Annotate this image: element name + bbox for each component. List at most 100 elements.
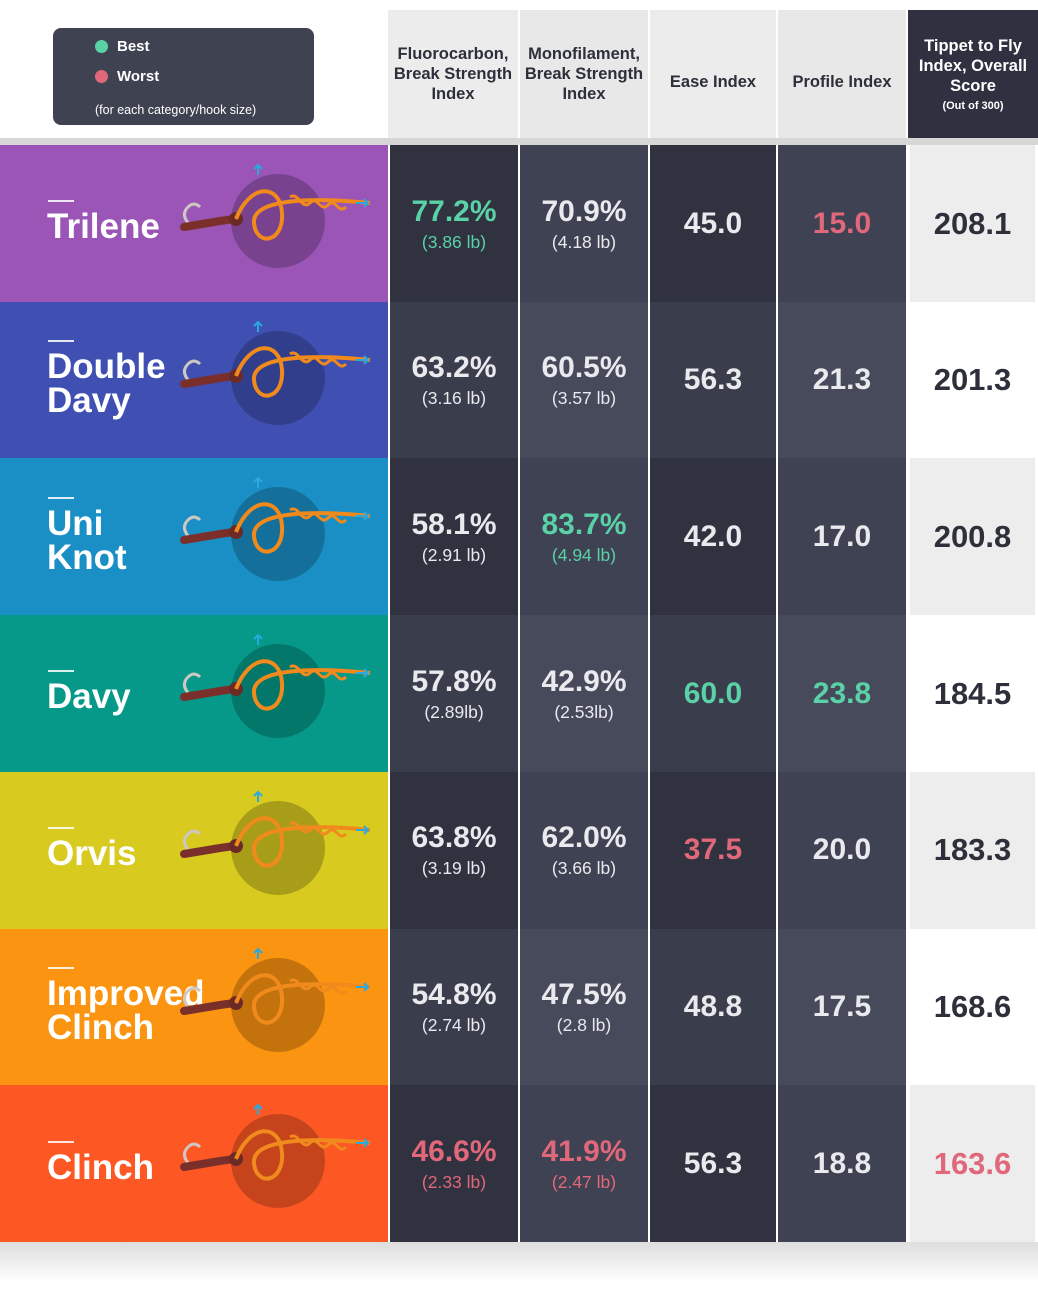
hook-icon	[183, 1142, 202, 1167]
mono-pounds: (2.47 lb)	[551, 1171, 617, 1192]
tippet-line	[234, 502, 371, 554]
arrow-up-icon	[253, 947, 263, 959]
fluoro-value: 54.8%	[411, 978, 497, 1011]
legend-worst-label: Worst	[117, 68, 160, 85]
arrow-up-icon	[253, 790, 263, 802]
fluoro-pounds: (2.74 lb)	[421, 1015, 487, 1035]
hook-icon	[183, 672, 202, 697]
knot-name: Improved Clinch	[47, 973, 205, 1047]
score-value: 200.8	[933, 518, 1012, 554]
profile-value: 17.5	[812, 990, 872, 1023]
fly-body	[180, 685, 238, 702]
header-mono: Monofilament, Break Strength Index	[520, 10, 648, 138]
legend-note: (for each category/hook size)	[95, 103, 257, 117]
fluoro-pounds: (2.33 lb)	[421, 1171, 487, 1192]
knot-name-cell: Trilene	[0, 145, 388, 302]
name-dash	[48, 496, 74, 499]
profile-cell: 17.5	[778, 928, 906, 1086]
legend-best: Best	[95, 38, 150, 55]
header-profile: Profile Index	[778, 10, 906, 138]
fluoro-value: 46.6%	[411, 1134, 497, 1168]
header-score-label: Tippet to Fly Index, Overall Score	[918, 36, 1028, 95]
ease-value: 56.3	[683, 363, 743, 397]
profile-value: 20.0	[812, 833, 872, 867]
knot-backdrop	[231, 174, 325, 268]
tippet-line	[234, 189, 371, 241]
fly-body	[180, 998, 238, 1015]
arrow-right-icon	[356, 354, 370, 365]
table-row: Trilene 77.2% (3.86 lb) 70.9% (4.18 lb) 45.0 1…	[0, 145, 1038, 302]
knot-name: Trilene	[47, 207, 160, 247]
arrow-up-icon	[253, 476, 263, 489]
tippet-line	[234, 1129, 371, 1181]
score-cell: 201.3	[910, 301, 1035, 459]
knot-table: Trilene 77.2% (3.86 lb) 70.9% (4.18 lb) 45.0 1…	[0, 145, 1038, 1243]
hook-icon	[183, 515, 202, 540]
ease-value: 45.0	[683, 206, 743, 240]
knot-name-cell: Improved Clinch	[0, 928, 388, 1086]
mono-cell: 41.9% (2.47 lb)	[520, 1085, 648, 1243]
hook-icon	[183, 829, 202, 853]
tippet-line	[234, 345, 371, 398]
ease-cell: 45.0	[650, 145, 776, 302]
knot-name: Orvis	[47, 834, 137, 874]
header-score: Tippet to Fly Index, Overall Score (Out …	[908, 10, 1038, 138]
profile-cell: 21.3	[778, 301, 906, 459]
knot-backdrop	[231, 800, 325, 895]
mono-value: 70.9%	[541, 194, 627, 228]
arrow-right-icon	[356, 1138, 370, 1148]
header-score-sub: (Out of 300)	[942, 99, 1004, 112]
arrow-right-icon	[356, 511, 370, 522]
mono-value: 42.9%	[541, 664, 627, 698]
mono-value: 47.5%	[541, 978, 627, 1011]
arrow-right-icon	[356, 825, 370, 835]
fluoro-cell: 57.8% (2.89lb)	[390, 615, 518, 773]
fluoro-value: 63.8%	[411, 821, 497, 855]
arrow-up-icon	[253, 1103, 263, 1116]
fluoro-pounds: (3.16 lb)	[421, 388, 487, 409]
best-dot-icon	[95, 40, 108, 53]
knot-name-cell: Double Davy	[0, 301, 388, 459]
score-value: 184.5	[933, 675, 1012, 711]
knot-wraps	[289, 351, 348, 368]
table-row: Davy 57.8% (2.89lb) 42.9% (2.53lb) 60.0 23.8 18…	[0, 615, 1038, 773]
legend-box: Best Worst (for each category/hook size)	[53, 28, 314, 125]
fluoro-cell: 46.6% (2.33 lb)	[390, 1085, 518, 1243]
ease-value: 48.8	[683, 990, 743, 1023]
knot-backdrop	[231, 487, 325, 582]
profile-value: 18.8	[812, 1146, 872, 1180]
header-ease: Ease Index	[650, 10, 776, 138]
ease-value: 42.0	[683, 519, 743, 553]
mono-cell: 70.9% (4.18 lb)	[520, 145, 648, 302]
fluoro-cell: 54.8% (2.74 lb)	[390, 928, 518, 1086]
knot-wraps	[289, 821, 348, 838]
knot-name: Double Davy	[47, 347, 166, 421]
knot-name: Clinch	[47, 1147, 154, 1187]
hook-icon	[183, 359, 202, 383]
mono-cell: 60.5% (3.57 lb)	[520, 301, 648, 459]
score-value: 208.1	[933, 205, 1012, 241]
ease-cell: 42.0	[650, 458, 776, 616]
arrow-right-icon	[356, 981, 370, 992]
fluoro-cell: 58.1% (2.91 lb)	[390, 458, 518, 616]
knot-name: Uni Knot	[47, 503, 127, 577]
table-shadow	[0, 1242, 1038, 1282]
hook-icon	[183, 986, 202, 1010]
profile-value: 23.8	[812, 676, 872, 710]
name-dash	[48, 670, 74, 673]
knot-diagram-icon	[180, 163, 371, 268]
fly-body	[180, 215, 238, 231]
ease-value: 37.5	[683, 833, 743, 867]
knot-name-cell: Clinch	[0, 1085, 388, 1243]
knot-backdrop	[231, 330, 325, 425]
fluoro-pounds: (2.91 lb)	[421, 544, 487, 565]
arrow-up-icon	[253, 633, 263, 646]
tippet-line	[234, 972, 371, 1024]
table-row: Double Davy 63.2% (3.16 lb) 60.5% (3.57 lb) 5…	[0, 301, 1038, 459]
ease-value: 60.0	[683, 676, 743, 710]
knot-diagram-icon	[180, 790, 371, 895]
score-cell: 183.3	[910, 771, 1035, 929]
fluoro-value: 57.8%	[411, 664, 497, 698]
knot-diagram-icon	[180, 476, 371, 582]
score-cell: 163.6	[910, 1085, 1035, 1243]
